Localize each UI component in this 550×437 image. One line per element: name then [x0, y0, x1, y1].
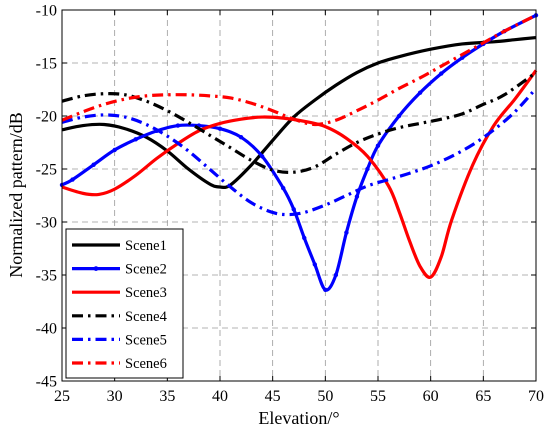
legend-label-scene4: Scene4	[125, 309, 168, 325]
legend-label-scene1: Scene1	[125, 238, 167, 254]
data-point-scene2	[375, 143, 381, 148]
data-point-scene2	[238, 135, 244, 140]
data-point-scene2	[217, 126, 223, 131]
tick-layer: 25 30 35 40 45 50 55 60 65 70 -45 -40 -35 -30 -25 -20 -1…	[36, 3, 544, 406]
legend-label-scene5: Scene5	[125, 332, 167, 348]
data-point-scene2	[70, 177, 75, 182]
y-tick-label: -25	[36, 162, 57, 179]
data-point-scene2	[439, 71, 444, 76]
series-line-scene5	[61, 87, 538, 217]
legend-label-scene6: Scene6	[125, 356, 167, 372]
data-point-scene2	[91, 162, 96, 167]
data-point-scene2	[417, 90, 423, 95]
series-line-scene3	[61, 69, 538, 279]
plot-frame	[61, 9, 537, 382]
y-tick-label: -30	[36, 215, 57, 232]
data-point-scene2	[259, 154, 265, 159]
y-axis-label: Normalized pattern/dB	[6, 112, 26, 277]
legend-label-scene2: Scene2	[125, 262, 167, 278]
data-point-scene2	[175, 123, 181, 128]
x-tick-label: 30	[107, 388, 123, 405]
y-tick-label: -15	[36, 56, 57, 73]
data-point-scene2	[281, 185, 286, 191]
data-point-scene2	[323, 287, 328, 293]
data-point-scene2	[365, 166, 370, 172]
series-line-scene2	[61, 13, 537, 292]
x-tick-label: 65	[475, 388, 491, 405]
series-line-scene4	[61, 71, 537, 174]
x-tick-label: 45	[265, 388, 281, 405]
legend-label-scene3: Scene3	[125, 285, 167, 301]
legend-marker-scene2	[93, 266, 99, 271]
data-point-scene2	[396, 113, 402, 119]
x-tick-label: 35	[159, 388, 175, 405]
x-tick-label: 25	[54, 388, 70, 405]
y-tick-label: -20	[36, 109, 57, 126]
legend-box	[65, 228, 184, 379]
y-tick-label: -35	[36, 268, 57, 285]
data-point-scene2	[333, 272, 339, 278]
series-line-scene6	[61, 13, 537, 127]
data-point-scene2	[291, 207, 296, 212]
y-tick-label: -10	[36, 3, 57, 20]
data-point-scene2	[112, 147, 117, 153]
data-point-scene2	[302, 235, 307, 241]
x-axis-label: Elevation/°	[258, 408, 339, 428]
data-point-scene2	[133, 137, 138, 142]
x-tick-label: 55	[370, 388, 386, 405]
series-line-scene1	[61, 35, 537, 190]
x-tick-label: 70	[528, 388, 544, 405]
x-tick-label: 50	[317, 388, 333, 405]
data-point-scene2	[354, 194, 360, 199]
y-tick-label: -40	[36, 321, 57, 338]
x-tick-label: 60	[423, 388, 439, 405]
data-point-scene2	[344, 230, 349, 235]
x-tick-label: 40	[212, 388, 228, 405]
series-layer	[59, 13, 539, 293]
data-point-scene2	[312, 262, 317, 267]
chart-legend: Scene1 Scene2 Scene3 Scene4 Scene5 Scene6	[65, 228, 184, 379]
y-tick-label: -45	[36, 374, 57, 391]
